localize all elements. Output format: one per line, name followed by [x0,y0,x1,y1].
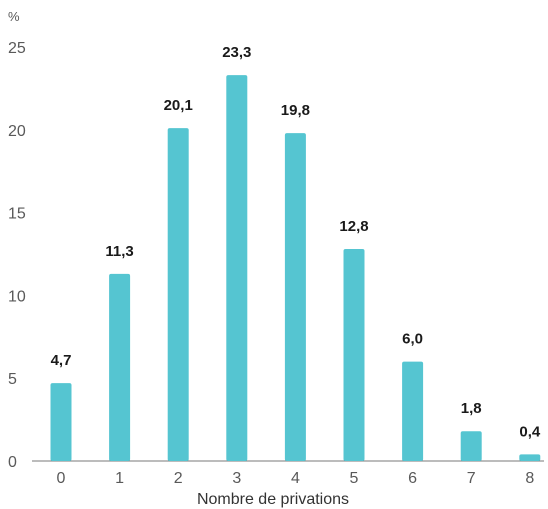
x-tick-label: 2 [174,470,183,487]
y-axis-unit-label: % [8,9,20,24]
x-tick-label: 1 [115,470,124,487]
x-tick-label: 4 [291,470,300,487]
bar [284,133,306,461]
data-labels-group: 4,7 11,3 20,1 23,3 19,8 12,8 6,0 1,8 0,4 [51,44,541,440]
x-tick-label: 7 [467,470,476,487]
y-tick-label: 10 [8,288,26,305]
bar-value-label: 12,8 [339,218,368,235]
y-tick-label: 20 [8,123,26,140]
x-axis: 0 1 2 3 4 5 6 7 8 [57,470,535,487]
y-axis: 0 5 10 15 20 25 [8,40,26,471]
y-tick-label: 15 [8,206,26,223]
bar [519,454,541,461]
bar-value-label: 0,4 [519,423,541,440]
y-tick-label: 25 [8,40,26,57]
bar [109,273,131,461]
bar-value-label: 11,3 [105,243,133,260]
x-tick-label: 3 [232,470,241,487]
bar-value-label: 1,8 [461,400,482,417]
bar [226,75,248,461]
bar-value-label: 20,1 [164,97,193,114]
bar [460,431,482,461]
x-tick-label: 0 [57,470,66,487]
x-tick-label: 6 [408,470,417,487]
y-tick-label: 5 [8,371,17,388]
x-tick-label: 5 [350,470,359,487]
x-tick-label: 8 [525,470,534,487]
bar [402,361,424,461]
bar-value-label: 6,0 [402,331,423,348]
bar-value-label: 23,3 [222,44,251,61]
bar [343,249,365,461]
bar [50,383,72,461]
x-axis-title: Nombre de privations [197,491,349,508]
bars-group [50,75,541,462]
bar-value-label: 4,7 [51,352,72,369]
bar-value-label: 19,8 [281,102,310,119]
bar [167,128,189,462]
y-tick-label: 0 [8,454,17,471]
